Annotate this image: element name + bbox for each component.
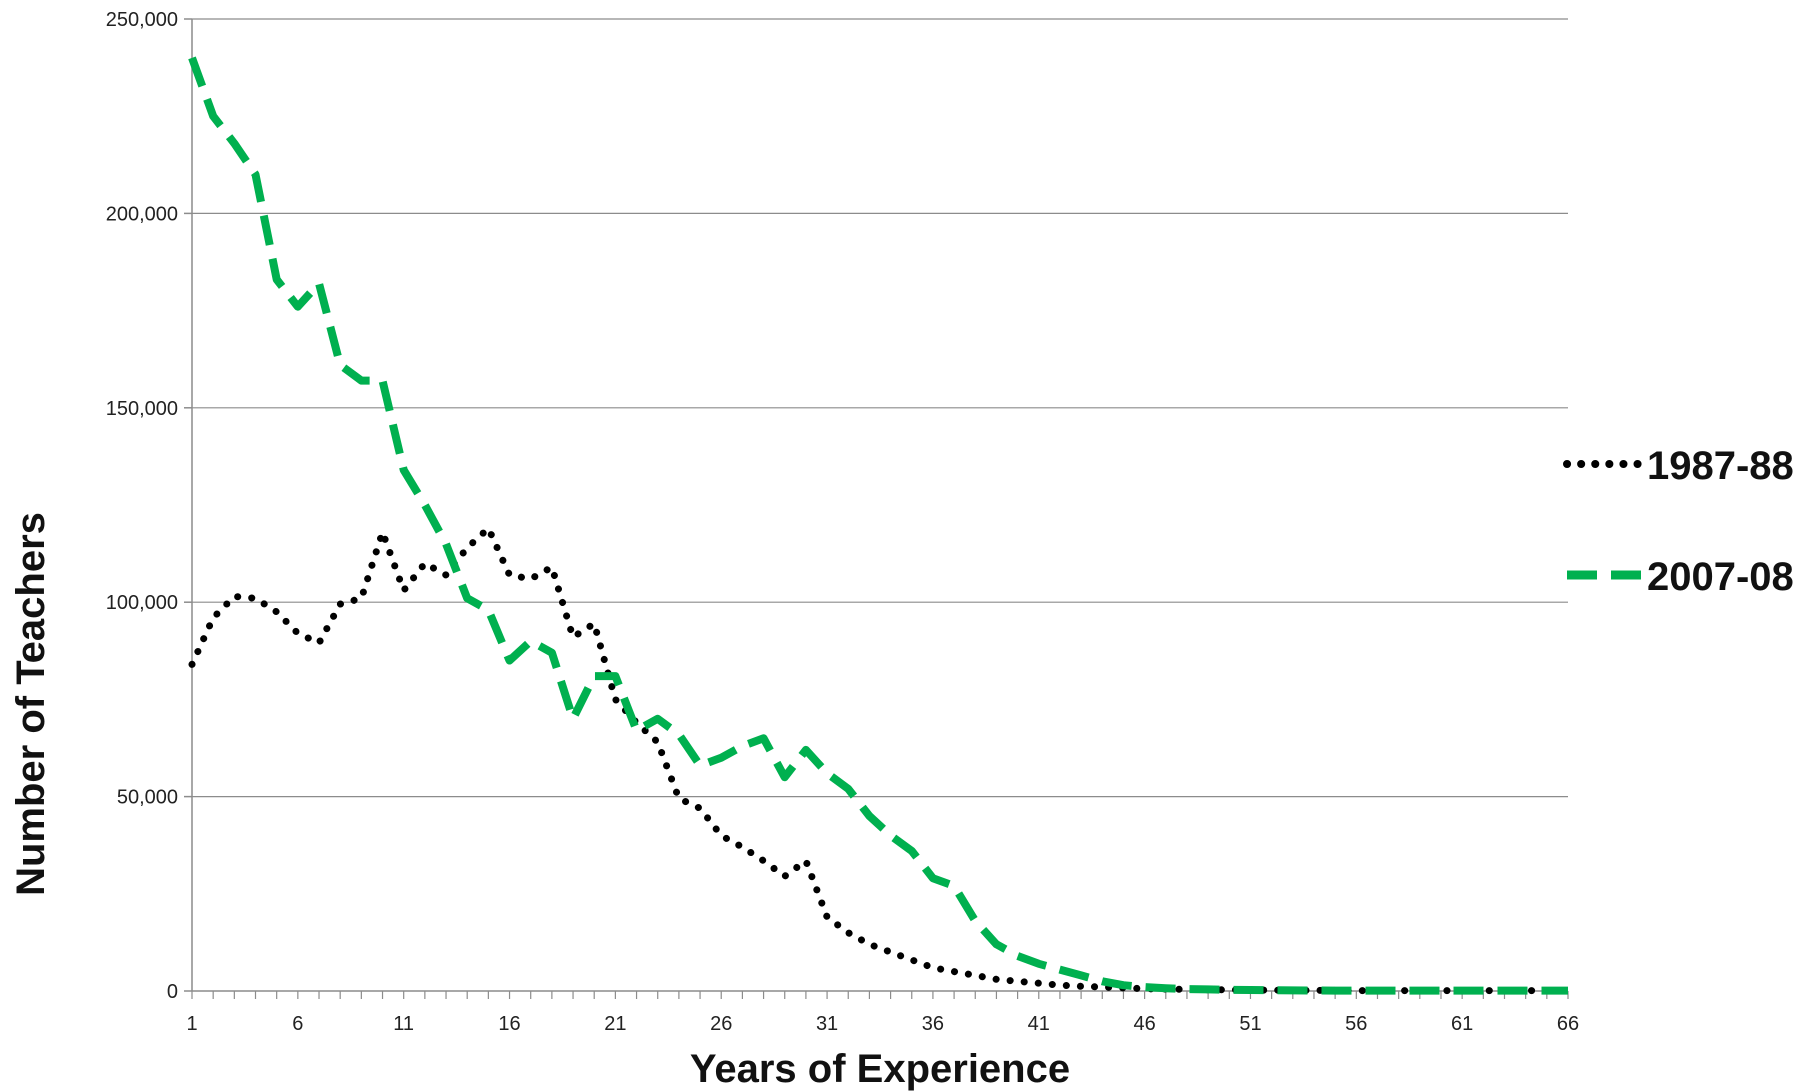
gridlines <box>192 18 1568 798</box>
x-tick-label: 31 <box>816 1013 838 1035</box>
y-tick-label: 50,000 <box>117 787 178 809</box>
y-tick-label: 100,000 <box>106 592 178 614</box>
x-tick-label: 6 <box>292 1013 303 1035</box>
series-layer <box>188 56 1572 995</box>
x-tick-label: 36 <box>922 1013 944 1035</box>
x-tick-label: 16 <box>498 1013 520 1035</box>
legend-label-2007-08: 2007-08 <box>1647 555 1794 599</box>
x-tick-label: 46 <box>1133 1013 1155 1035</box>
x-tick-label: 26 <box>710 1013 732 1035</box>
y-tick-label: 200,000 <box>106 203 178 225</box>
x-axis-title: Years of Experience <box>690 1047 1070 1091</box>
legend-label-1987-88: 1987-88 <box>1647 444 1794 488</box>
x-tick-label: 61 <box>1451 1013 1473 1035</box>
series-line-2007-08 <box>188 56 1568 995</box>
y-axis-title: Number of Teachers <box>9 512 53 896</box>
x-tick-label: 66 <box>1557 1013 1579 1035</box>
series-line-1987-88 <box>188 524 1572 995</box>
x-tick-label: 1 <box>186 1013 197 1035</box>
x-tick-label: 21 <box>604 1013 626 1035</box>
x-tick-label: 41 <box>1028 1013 1050 1035</box>
x-tick-label: 51 <box>1239 1013 1261 1035</box>
legend: 1987-88 2007-08 <box>1563 444 1794 599</box>
x-tick-label: 11 <box>393 1013 414 1035</box>
x-tick-label: 56 <box>1345 1013 1367 1035</box>
y-tick-label: 150,000 <box>106 398 178 420</box>
y-tick-label: 0 <box>167 981 178 1003</box>
y-tick-label: 250,000 <box>106 9 178 31</box>
